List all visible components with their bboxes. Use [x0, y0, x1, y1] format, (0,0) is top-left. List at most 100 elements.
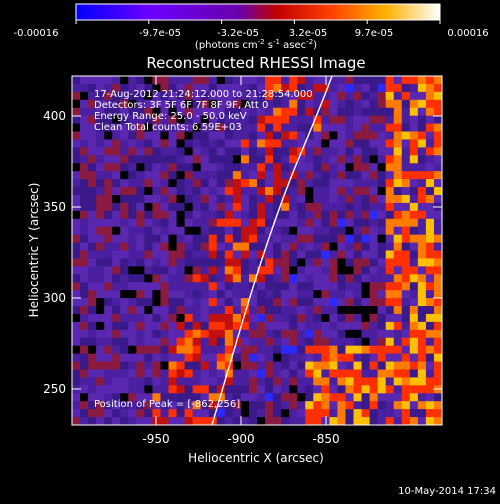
image-pixel [192, 218, 202, 228]
image-pixel [329, 91, 338, 101]
image-pixel [192, 99, 202, 109]
image-pixel [240, 361, 250, 370]
image-pixel [385, 76, 395, 85]
image-pixel [433, 393, 443, 402]
image-pixel [168, 385, 178, 394]
y-tick-label: 350 [43, 200, 66, 214]
image-pixel [409, 107, 419, 117]
image-pixel [361, 218, 371, 228]
image-pixel [184, 306, 194, 315]
image-pixel [417, 298, 427, 307]
image-pixel [353, 337, 363, 347]
image-pixel [353, 179, 363, 188]
image-pixel [120, 393, 129, 402]
image-pixel [393, 393, 403, 402]
image-pixel [128, 345, 137, 355]
image-pixel [152, 218, 161, 228]
image-pixel [88, 361, 97, 370]
image-pixel [80, 337, 89, 347]
image-pixel [321, 298, 330, 307]
image-pixel [112, 179, 121, 188]
image-pixel [112, 313, 121, 323]
image-pixel [297, 329, 306, 339]
image-pixel [305, 337, 314, 347]
image-pixel [104, 250, 113, 259]
image-pixel [104, 417, 113, 426]
image-pixel [273, 377, 282, 386]
image-pixel [313, 369, 322, 378]
image-pixel [216, 266, 226, 275]
image-pixel [72, 123, 81, 133]
image-pixel [160, 107, 170, 117]
image-pixel [224, 194, 234, 204]
image-pixel [104, 91, 113, 101]
image-pixel [401, 274, 411, 283]
image-pixel [96, 91, 105, 101]
image-pixel [305, 385, 314, 394]
image-pixel [176, 226, 186, 236]
image-pixel [385, 83, 395, 93]
image-pixel [176, 313, 186, 323]
image-pixel [377, 76, 387, 85]
image-pixel [240, 242, 250, 251]
image-pixel [152, 377, 161, 386]
image-pixel [345, 258, 355, 267]
image-pixel [248, 274, 258, 283]
image-pixel [425, 337, 435, 347]
image-pixel [240, 83, 250, 93]
image-pixel [353, 163, 363, 172]
image-pixel [104, 258, 113, 267]
image-pixel [409, 353, 419, 363]
image-pixel [281, 290, 290, 299]
image-pixel [120, 218, 129, 228]
image-pixel [232, 266, 242, 275]
image-pixel [248, 226, 258, 236]
image-pixel [385, 91, 395, 101]
image-pixel [289, 321, 298, 331]
image-pixel [216, 107, 226, 117]
image-pixel [96, 321, 105, 331]
image-pixel [289, 139, 298, 148]
image-pixel [377, 147, 387, 156]
image-pixel [152, 329, 161, 339]
image-pixel [409, 91, 419, 101]
image-pixel [361, 353, 371, 363]
image-pixel [321, 250, 330, 259]
image-pixel [385, 337, 395, 347]
image-pixel [345, 306, 355, 315]
image-pixel [72, 417, 81, 426]
image-pixel [257, 401, 266, 410]
image-pixel [232, 258, 242, 267]
image-pixel [200, 187, 210, 196]
image-pixel [168, 139, 178, 148]
image-pixel [72, 155, 81, 164]
image-pixel [369, 226, 379, 236]
image-pixel [409, 226, 419, 236]
image-pixel [257, 282, 266, 291]
image-pixel [104, 321, 113, 331]
image-pixel [297, 385, 306, 394]
image-pixel [168, 242, 178, 251]
image-pixel [305, 401, 314, 410]
image-pixel [144, 147, 153, 156]
image-pixel [224, 163, 234, 172]
image-pixel [240, 409, 250, 418]
y-axis-label: Heliocentric Y (arcsec) [27, 183, 41, 318]
image-pixel [88, 155, 97, 164]
image-pixel [361, 163, 371, 172]
image-pixel [385, 258, 395, 267]
image-pixel [393, 107, 403, 117]
image-pixel [192, 91, 202, 101]
image-pixel [361, 202, 371, 212]
image-pixel [417, 313, 427, 323]
image-pixel [273, 123, 282, 133]
image-pixel [232, 179, 242, 188]
image-pixel [401, 147, 411, 156]
image-pixel [136, 123, 145, 133]
image-pixel [417, 83, 427, 93]
image-pixel [329, 417, 338, 426]
image-pixel [313, 226, 322, 236]
image-pixel [425, 321, 435, 331]
image-pixel [248, 353, 258, 363]
image-pixel [88, 171, 97, 180]
